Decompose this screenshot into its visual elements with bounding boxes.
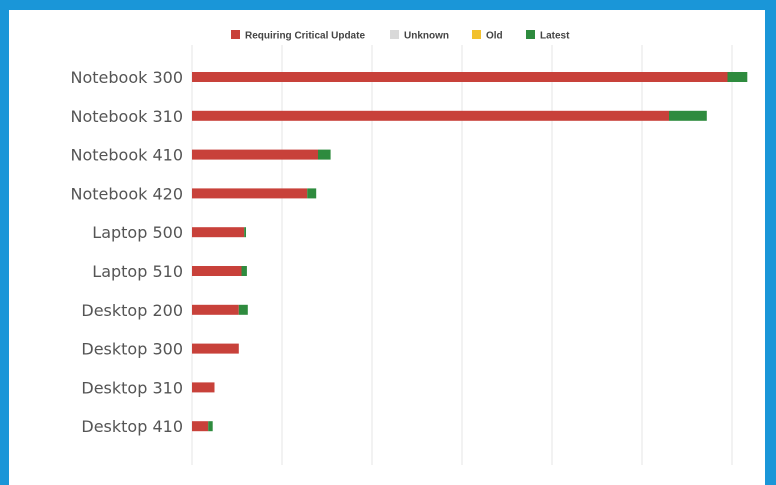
legend-swatch <box>472 30 481 39</box>
category-label: Notebook 300 <box>71 68 184 87</box>
bar-segment <box>192 227 245 238</box>
legend-swatch <box>231 30 240 39</box>
legend-label: Latest <box>540 31 570 42</box>
bar-segment <box>669 110 707 121</box>
legend-label: Unknown <box>404 31 449 42</box>
bar-segment <box>192 266 242 276</box>
legend-item: Old <box>472 30 503 42</box>
bar-segment <box>318 149 331 160</box>
bar-segment <box>192 304 239 315</box>
chart-frame: Requiring Critical Update Unknown Old Lates… <box>9 10 765 485</box>
bar-segment <box>244 227 246 238</box>
bar-segment <box>238 304 248 315</box>
legend-label: Old <box>486 31 503 42</box>
legend-swatch <box>526 30 535 39</box>
bar-segment <box>192 72 728 82</box>
bar-segment <box>192 188 308 199</box>
category-label: Laptop 500 <box>92 223 183 242</box>
bars <box>192 72 748 432</box>
legend: Requiring Critical Update Unknown Old Lates… <box>231 30 570 42</box>
legend-swatch <box>390 30 399 39</box>
legend-item: Latest <box>526 30 570 42</box>
category-label: Desktop 200 <box>81 301 183 320</box>
category-label: Notebook 410 <box>71 146 184 165</box>
category-label: Laptop 510 <box>92 262 183 281</box>
category-labels: Notebook 300 Notebook 310 Notebook 410 Note… <box>71 68 184 436</box>
grid-lines <box>191 45 733 465</box>
bar-segment <box>307 188 317 199</box>
bar-segment <box>192 343 239 354</box>
bar-segment <box>208 421 213 432</box>
legend-label: Requiring Critical Update <box>245 31 365 42</box>
category-label: Notebook 420 <box>71 184 184 203</box>
bar-segment <box>241 266 247 276</box>
bar-segment <box>192 110 669 121</box>
category-label: Notebook 310 <box>71 107 184 126</box>
bar-segment <box>192 421 209 432</box>
category-label: Desktop 300 <box>81 340 183 359</box>
category-label: Desktop 310 <box>81 378 183 397</box>
stacked-bar-chart: Requiring Critical Update Unknown Old Lates… <box>71 30 748 465</box>
bar-segment <box>192 382 215 393</box>
legend-item: Unknown <box>390 30 449 42</box>
legend-item: Requiring Critical Update <box>231 30 365 42</box>
bar-segment <box>192 149 318 160</box>
category-label: Desktop 410 <box>81 417 183 436</box>
bar-segment <box>727 72 748 82</box>
